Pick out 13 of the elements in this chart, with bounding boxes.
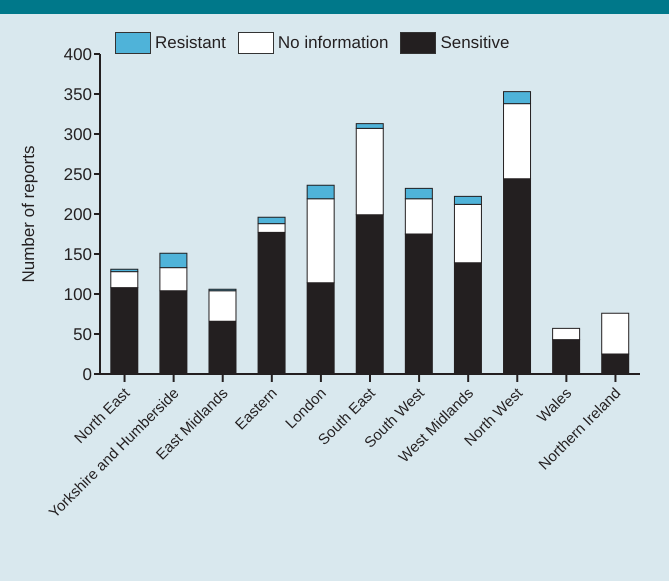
legend-label: Sensitive xyxy=(439,32,510,54)
legend-label: No information xyxy=(276,32,388,54)
y-axis-title: Number of reports xyxy=(19,146,38,282)
y-tick-label: 100 xyxy=(64,285,92,304)
y-tick-label: 0 xyxy=(82,365,92,384)
y-tick-label: 350 xyxy=(64,85,92,104)
legend-label: Resistant xyxy=(154,32,226,54)
y-tick-label: 400 xyxy=(64,45,92,64)
y-tick-label: 150 xyxy=(64,245,92,264)
y-tick-label: 250 xyxy=(64,165,92,184)
y-tick-label: 50 xyxy=(73,325,92,344)
y-tick-label: 200 xyxy=(64,205,92,224)
y-tick-label: 300 xyxy=(64,125,92,144)
